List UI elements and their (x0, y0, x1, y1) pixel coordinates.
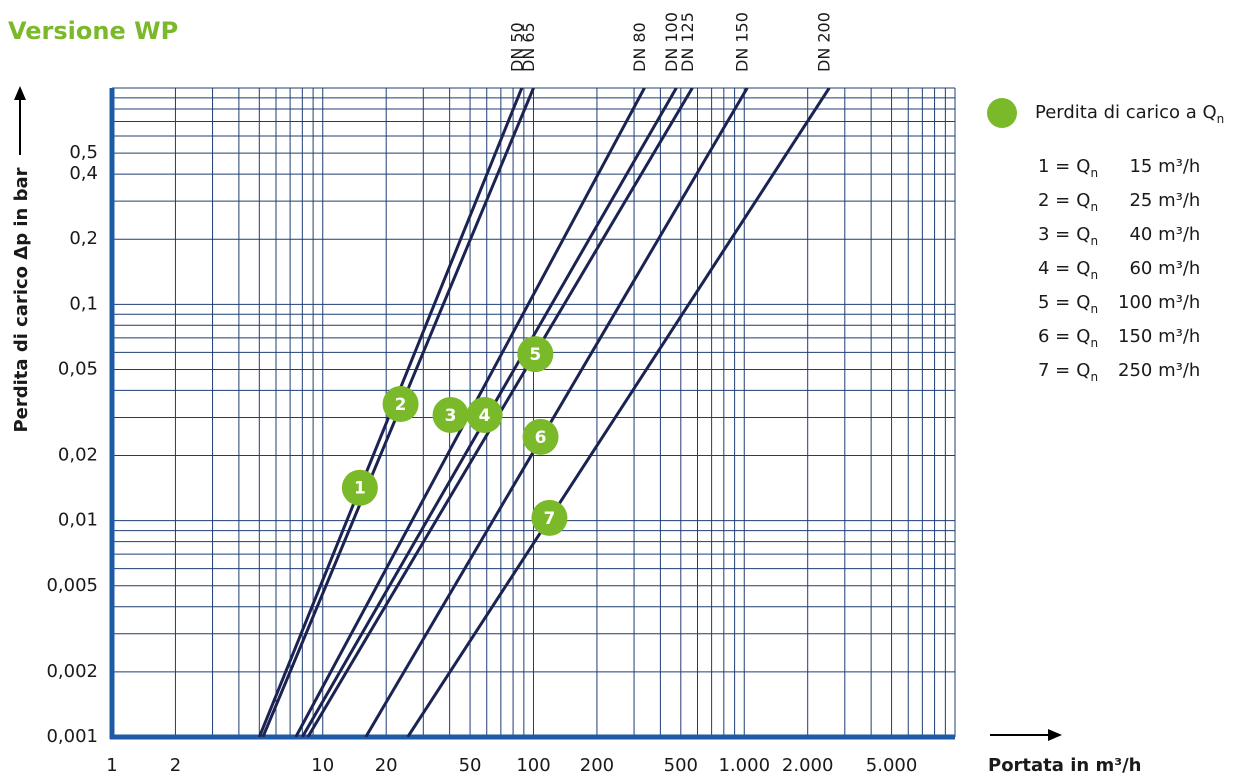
legend-flow: 250 m³/h (1118, 360, 1200, 381)
series-label: DN 150 (733, 12, 752, 72)
x-tick-label: 50 (459, 755, 482, 776)
legend-item: 7 = Qn 250 m³/h (1038, 360, 1200, 384)
loss-point (517, 336, 554, 373)
legend: Perdita di carico a Qn1 = Qn 15 m³/h2 = Qn 2… (987, 98, 1224, 384)
legend-q: Q (1076, 156, 1090, 177)
x-tick-label: 100 (516, 755, 550, 776)
point-label: 2 (395, 395, 407, 415)
legend-sub: n (1090, 200, 1098, 214)
x-tick-label: 5.000 (866, 755, 918, 776)
loss-point (341, 469, 378, 506)
legend-q: Q (1076, 224, 1090, 245)
x-tick-label: 1.000 (718, 755, 770, 776)
loss-point (466, 396, 503, 433)
point-label: 5 (529, 345, 541, 365)
y-tick-label: 0,5 (69, 142, 98, 163)
legend-q: Q (1076, 360, 1090, 381)
y-tick-label: 0,02 (58, 445, 98, 466)
series-label: DN 50 (507, 22, 526, 72)
x-tick-label: 2.000 (782, 755, 834, 776)
legend-flow: 100 m³/h (1118, 292, 1200, 313)
x-tick-label: 10 (311, 755, 334, 776)
x-tick-label: 500 (664, 755, 698, 776)
x-axis-label: Portata in m³/h (988, 755, 1141, 776)
y-axis-label: Perdita di carico Δp in bar (11, 167, 32, 432)
legend-item: 6 = Qn 150 m³/h (1038, 326, 1200, 350)
legend-flow: 60 m³/h (1129, 258, 1200, 279)
y-tick-label: 0,01 (58, 510, 98, 531)
legend-sub: n (1090, 370, 1098, 384)
legend-number: 6 = (1038, 326, 1070, 347)
legend-q: Q (1076, 258, 1090, 279)
legend-q: Q (1076, 190, 1090, 211)
y-tick-label: 0,2 (69, 228, 98, 249)
x-tick-label: 2 (170, 755, 181, 776)
legend-sub: n (1090, 166, 1098, 180)
point-label: 1 (354, 479, 366, 499)
legend-sub: n (1090, 234, 1098, 248)
legend-item: 4 = Qn 60 m³/h (1038, 258, 1200, 282)
series-label: DN 100 (662, 12, 681, 72)
y-tick-label: 0,001 (46, 726, 98, 747)
legend-number: 7 = (1038, 360, 1070, 381)
legend-sub: n (1090, 302, 1098, 316)
series-label: DN 200 (815, 12, 834, 72)
loss-point (531, 499, 568, 536)
legend-q: Q (1076, 326, 1090, 347)
y-tick-label: 0,05 (58, 358, 98, 379)
x-tick-label: 20 (375, 755, 398, 776)
loss-point (382, 386, 419, 423)
y-tick-label: 0,002 (46, 661, 98, 682)
point-label: 3 (445, 406, 457, 426)
legend-item: 1 = Qn 15 m³/h (1038, 156, 1200, 180)
loss-point (432, 396, 469, 433)
legend-q: Q (1076, 292, 1090, 313)
y-tick-label: 0,005 (46, 575, 98, 596)
series-label: DN 65 (519, 22, 538, 72)
legend-sub: n (1090, 336, 1098, 350)
series-label: DN 80 (630, 22, 649, 72)
chart-title: Versione WP (8, 17, 178, 45)
legend-number: 4 = (1038, 258, 1070, 279)
legend-title-text: Perdita di carico a Q (1035, 102, 1217, 123)
legend-number: 3 = (1038, 224, 1070, 245)
legend-number: 5 = (1038, 292, 1070, 313)
legend-flow: 40 m³/h (1129, 224, 1200, 245)
legend-flow: 150 m³/h (1118, 326, 1200, 347)
legend-item: 3 = Qn 40 m³/h (1038, 224, 1200, 248)
legend-title: Perdita di carico a Qn (1035, 102, 1224, 126)
series-line (406, 88, 831, 737)
legend-marker (987, 98, 1017, 128)
legend-sub: n (1090, 268, 1098, 282)
y-tick-label: 0,1 (69, 293, 98, 314)
legend-title-sub: n (1217, 112, 1225, 126)
legend-flow: 15 m³/h (1129, 156, 1200, 177)
point-label: 4 (479, 406, 491, 426)
point-label: 7 (543, 509, 555, 529)
y-tick-label: 0,4 (69, 163, 98, 184)
legend-number: 1 = (1038, 156, 1070, 177)
series-line (364, 88, 749, 737)
series-label: DN 125 (678, 12, 697, 72)
x-tick-label: 1 (106, 755, 117, 776)
legend-item: 5 = Qn 100 m³/h (1038, 292, 1200, 316)
point-label: 6 (535, 428, 547, 448)
x-tick-label: 200 (580, 755, 614, 776)
legend-item: 2 = Qn 25 m³/h (1038, 190, 1200, 214)
loss-point (522, 418, 559, 455)
legend-flow: 25 m³/h (1129, 190, 1200, 211)
y-arrow-head (14, 86, 26, 100)
legend-number: 2 = (1038, 190, 1070, 211)
x-arrow-head (1048, 729, 1062, 741)
